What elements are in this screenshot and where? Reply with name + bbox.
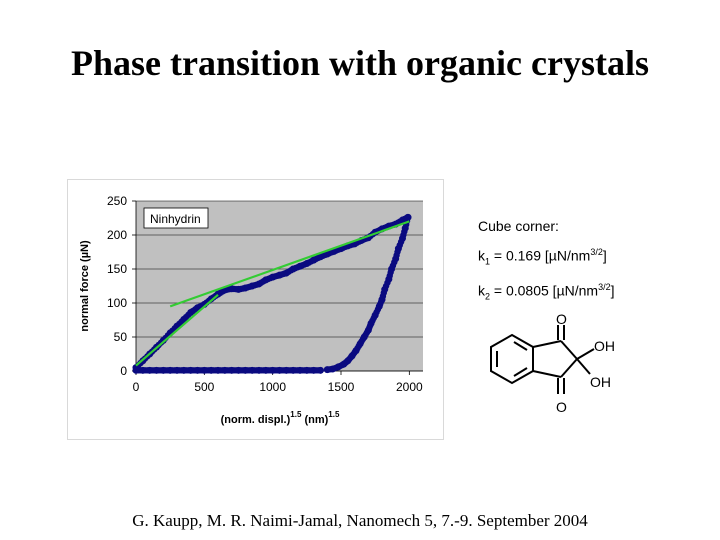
label-oh-1: OH	[594, 338, 615, 354]
constants-heading: Cube corner:	[478, 218, 559, 234]
k1-prefix: k	[478, 247, 485, 264]
k1-sub: 1	[485, 256, 491, 267]
x-axis-title-unit-sup: 1.5	[328, 410, 340, 419]
chart-svg: 0 50 100 150 200 250 0 500 1000 1500 2000 Ninhydri…	[79, 194, 423, 426]
citation: G. Kaupp, M. R. Naimi-Jamal, Nanomech 5,…	[132, 511, 588, 530]
y-tick-label-0: 0	[120, 364, 127, 378]
label-o-top: O	[556, 311, 567, 327]
chart-panel: 0 50 100 150 200 250 0 500 1000 1500 2000 Ninhydri…	[67, 179, 444, 440]
k2-value: = 0.0805 [µN/nm	[490, 283, 599, 300]
x-axis-title: (norm. displ.)1.5 (nm)1.5	[221, 410, 340, 426]
x-tick-label-1: 500	[194, 380, 214, 394]
x-axis-title-main: (norm. displ.)	[221, 414, 291, 426]
legend-label: Ninhydrin	[150, 212, 201, 226]
k2-sub: 2	[485, 291, 491, 302]
y-axis-title: normal force (µN)	[79, 240, 91, 332]
y-tick-label-5: 250	[107, 194, 127, 208]
marker-layer	[132, 213, 412, 374]
y-tick-label-4: 200	[107, 228, 127, 242]
x-tick-label-4: 2000	[396, 380, 423, 394]
legend-box: Ninhydrin	[143, 207, 209, 229]
ninhydrin-structure: O OH OH O	[490, 311, 615, 415]
k1-sup: 3/2	[590, 247, 603, 257]
slide-title: Phase transition with organic crystals	[71, 43, 649, 83]
x-axis-title-sup: 1.5	[290, 410, 302, 419]
label-oh-2: OH	[590, 374, 611, 390]
baseline-0-point-27	[132, 366, 140, 374]
structure-bonds	[490, 325, 595, 394]
k2-prefix: k	[478, 283, 485, 300]
k1-line: k1 = 0.169 [µN/nm3/2]	[478, 239, 615, 274]
k2-close: ]	[610, 283, 615, 300]
constants-block: Cube corner: k1 = 0.169 [µN/nm3/2] k2 = …	[478, 213, 615, 310]
y-tick-label-2: 100	[107, 296, 127, 310]
fit-line-k1	[135, 294, 219, 367]
y-tick-label-3: 150	[107, 262, 127, 276]
fit-line-k2	[169, 220, 410, 308]
k1-value: = 0.169 [µN/nm	[490, 247, 591, 264]
unloading-0-point-21	[323, 366, 331, 374]
y-tick-label-1: 50	[114, 330, 128, 344]
k2-sup: 3/2	[598, 282, 611, 293]
x-tick-label-2: 1000	[259, 380, 286, 394]
label-o-bottom: O	[556, 399, 567, 415]
k2-line: k2 = 0.0805 [µN/nm3/2]	[478, 274, 615, 309]
x-tick-label-0: 0	[133, 380, 140, 394]
x-tick-label-3: 1500	[328, 380, 355, 394]
fit-layer	[135, 220, 410, 367]
x-axis-title-unit: (nm)	[301, 414, 328, 426]
axis-layer: 0 50 100 150 200 250 0 500 1000 1500 2000	[107, 194, 423, 394]
k1-close: ]	[602, 247, 607, 264]
